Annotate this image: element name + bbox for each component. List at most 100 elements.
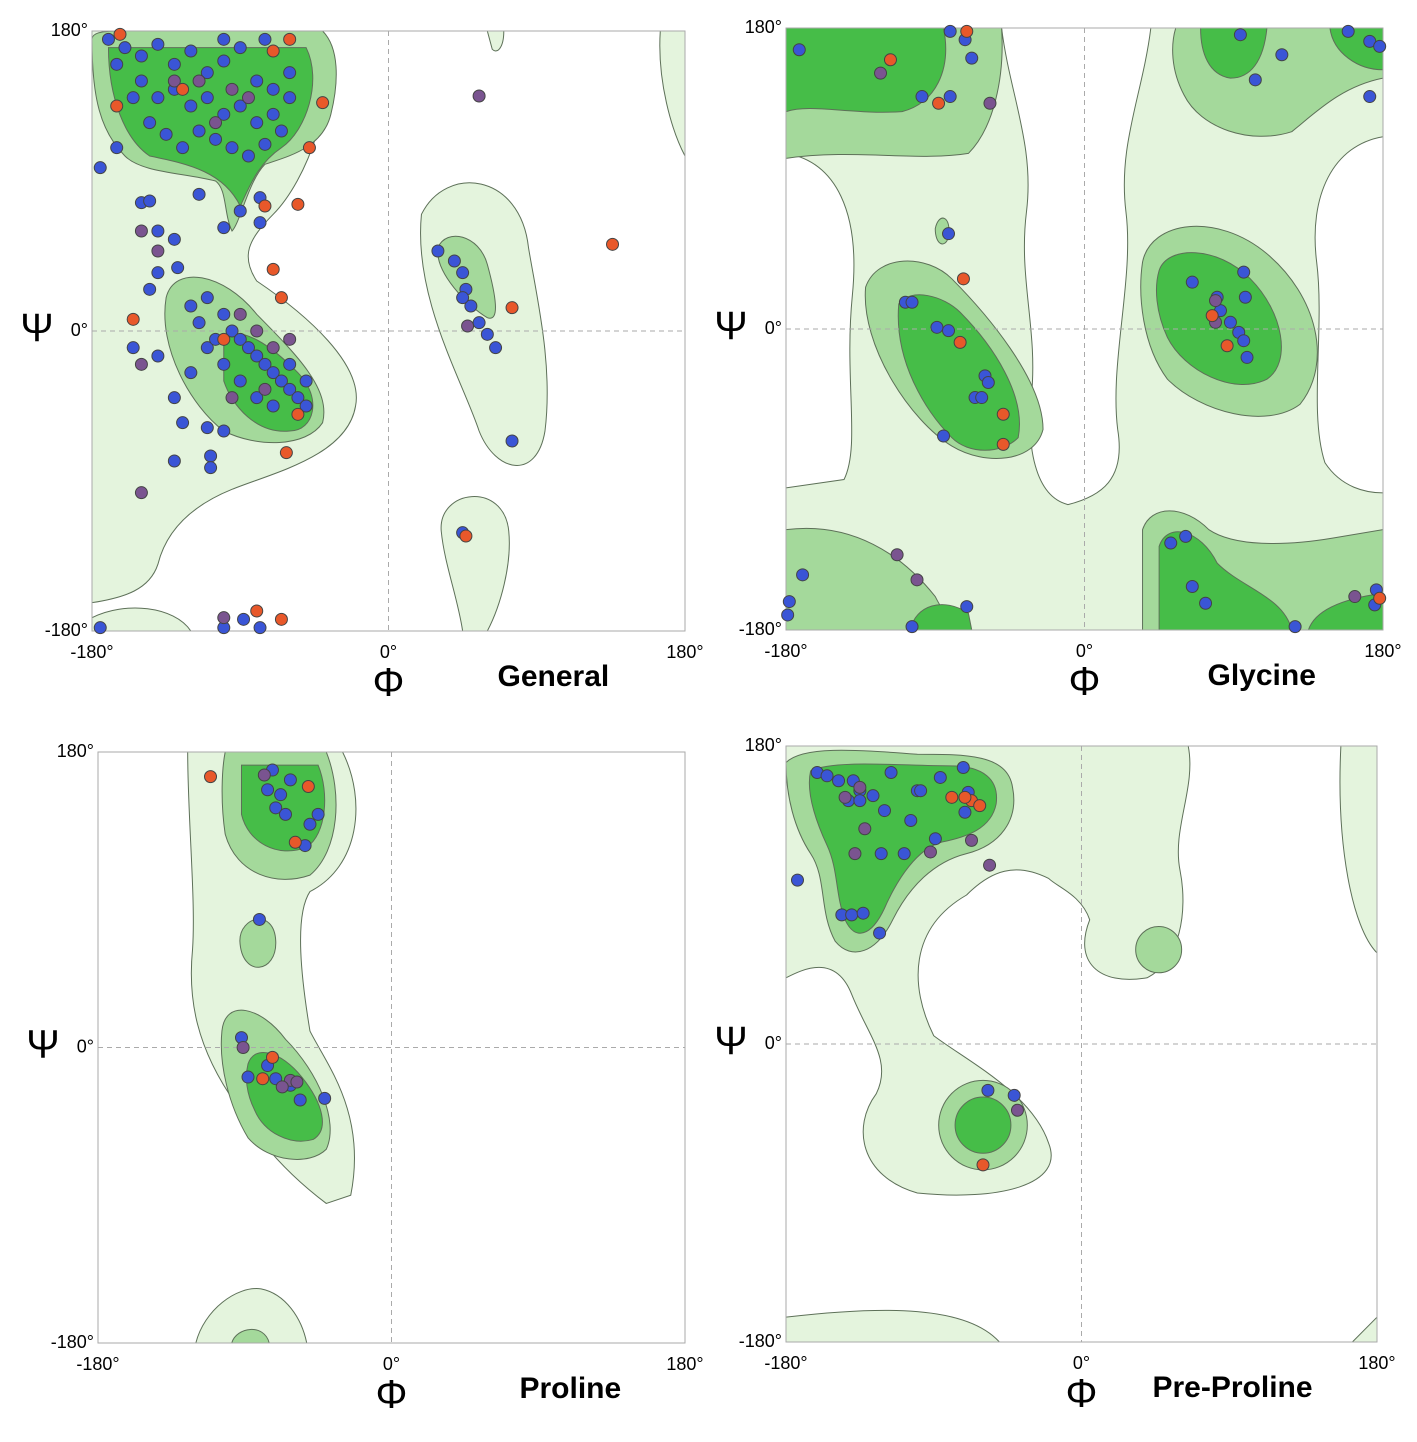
data-point [192, 124, 206, 138]
data-point [1341, 24, 1355, 38]
data-point [200, 66, 214, 80]
data-point [274, 612, 288, 626]
data-point [283, 332, 297, 346]
data-point [937, 429, 951, 443]
data-point [176, 416, 190, 430]
data-point [167, 391, 181, 405]
data-point [1238, 290, 1252, 304]
data-point [933, 770, 947, 784]
data-point [200, 291, 214, 305]
data-point [472, 316, 486, 330]
data-point [856, 906, 870, 920]
data-point [233, 374, 247, 388]
data-point [184, 44, 198, 58]
data-point [960, 24, 974, 38]
data-point [1164, 536, 1178, 550]
y-axis-label: Ψ [20, 307, 53, 351]
data-point [225, 141, 239, 155]
data-point [217, 54, 231, 68]
data-point [225, 82, 239, 96]
data-point [459, 529, 473, 543]
data-point [975, 391, 989, 405]
y-tick-label: -180° [739, 1331, 782, 1351]
panel-title: Proline [520, 1372, 622, 1405]
y-tick-label: 180° [51, 20, 88, 40]
data-point [606, 237, 620, 251]
data-point [820, 769, 834, 783]
data-point [266, 107, 280, 121]
data-point [200, 341, 214, 355]
data-point [956, 272, 970, 286]
data-point [1373, 591, 1387, 605]
data-point [266, 399, 280, 413]
data-point [258, 32, 272, 46]
x-tick-label: 180° [1364, 641, 1401, 661]
data-point [274, 788, 288, 802]
data-point [945, 790, 959, 804]
data-point [266, 44, 280, 58]
data-point [204, 770, 218, 784]
data-point [134, 486, 148, 500]
data-point [233, 332, 247, 346]
data-point [782, 595, 796, 609]
data-point [461, 319, 475, 333]
y-tick-label: -180° [45, 620, 88, 640]
data-point [217, 357, 231, 371]
data-point [233, 307, 247, 321]
x-axis-label: Φ [376, 1373, 408, 1417]
x-axis-label: Φ [1066, 1372, 1098, 1416]
data-point [258, 382, 272, 396]
data-point [932, 96, 946, 110]
data-point [93, 621, 107, 635]
x-tick-label: 180° [1358, 1353, 1395, 1373]
data-point [209, 116, 223, 130]
data-point [266, 366, 280, 380]
data-point [225, 391, 239, 405]
data-point [279, 807, 293, 821]
data-point [480, 327, 494, 341]
data-point [928, 832, 942, 846]
y-tick-label: 0° [71, 320, 88, 340]
data-point [250, 391, 264, 405]
data-point [456, 291, 470, 305]
data-point [283, 382, 297, 396]
data-point [302, 141, 316, 155]
data-point [914, 784, 928, 798]
data-point [274, 374, 288, 388]
y-tick-label: -180° [51, 1332, 94, 1352]
data-point [204, 449, 218, 463]
data-point [1007, 1088, 1021, 1102]
data-point [256, 1072, 270, 1086]
x-tick-label: 0° [380, 642, 397, 662]
data-point [981, 376, 995, 390]
data-point [1233, 28, 1247, 42]
data-point [1223, 315, 1237, 329]
data-point [258, 357, 272, 371]
data-point [1348, 590, 1362, 604]
data-point [184, 366, 198, 380]
data-point [176, 141, 190, 155]
data-point [291, 197, 305, 211]
data-point [1185, 580, 1199, 594]
data-point [996, 407, 1010, 421]
data-point [167, 74, 181, 88]
data-point [301, 779, 315, 793]
data-point [167, 57, 181, 71]
data-point [965, 51, 979, 65]
data-point [233, 99, 247, 113]
data-point [983, 858, 997, 872]
data-point [781, 608, 795, 622]
x-tick-label: -180° [76, 1354, 119, 1374]
data-point [299, 374, 313, 388]
data-point [258, 137, 272, 151]
data-point [431, 244, 445, 258]
data-point [965, 833, 979, 847]
data-point [943, 24, 957, 38]
data-point [101, 32, 115, 46]
data-point [151, 244, 165, 258]
data-point [1288, 620, 1302, 634]
data-point [217, 307, 231, 321]
data-point [258, 199, 272, 213]
data-point [1209, 294, 1223, 308]
x-tick-label: 0° [1073, 1353, 1090, 1373]
